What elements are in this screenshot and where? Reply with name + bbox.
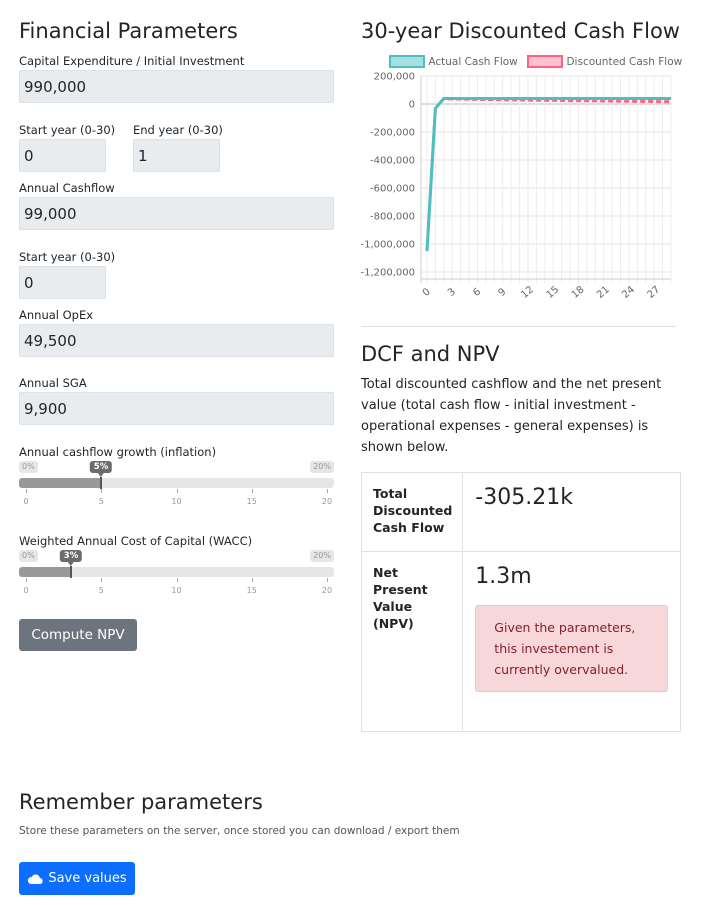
x-tick-label: 24 [620,284,637,301]
capex-end-year-input[interactable] [133,139,220,172]
cashflow-input[interactable] [19,197,334,230]
npv-value: 1.3m [475,564,532,589]
x-tick-label: 27 [645,284,662,301]
y-tick-label: 200,000 [374,72,415,83]
wacc-max-label: 20% [310,550,334,562]
dcf-chart: Actual Cash Flow Discounted Cash Flow 20… [361,52,682,314]
growth-slider-track[interactable] [19,477,334,489]
growth-min-label: 0% [19,461,38,473]
growth-grid-label: 15 [246,497,257,506]
growth-grid-label: 0 [23,497,29,506]
capex-start-year-input[interactable] [19,139,106,172]
x-tick-label: 0 [421,286,433,299]
chart-title: 30-year Discounted Cash Flow [361,19,680,43]
wacc-min-label: 0% [19,550,38,562]
chart-plot: 200,000 0 -200,000 -400,000 -600,000 -800,000… [361,72,672,301]
y-tick-label: -600,000 [370,184,415,195]
overvalued-alert: Given the parameters, this investement i… [475,605,669,692]
y-tick-label: -400,000 [370,156,415,167]
cashflow-start-label: Start year (0-30) [19,250,116,264]
capex-label: Capital Expenditure / Initial Investment [19,54,245,68]
growth-slider[interactable]: 0% 20% 5% 0 5 10 15 20 [19,461,334,521]
section-divider [361,326,676,327]
compute-npv-button[interactable]: Compute NPV [19,619,137,651]
save-values-label: Save values [48,871,127,886]
wacc-grid-label: 15 [246,586,257,595]
results-table: Total Discounted Cash Flow -305.21k Net … [360,472,682,732]
x-tick-label: 18 [570,284,587,301]
save-values-button[interactable]: Save values [19,862,135,895]
wacc-grid-label: 0 [23,586,29,595]
y-tick-label: -1,000,000 [361,240,415,251]
growth-max-label: 20% [310,461,334,473]
series-line-actual [425,97,671,252]
npv-label: Net Present Value (NPV) [360,551,464,732]
y-tick-label: -1,200,000 [361,268,415,279]
x-tick-label: 9 [496,286,508,299]
growth-label: Annual cashflow growth (inflation) [19,445,217,459]
growth-grid-mark [26,489,27,493]
table-row-npv: Net Present Value (NPV) 1.3m Given the p… [360,551,682,732]
wacc-grid-mark [251,578,253,582]
wacc-slider-handle[interactable] [70,566,72,578]
chart-legend: Actual Cash Flow Discounted Cash Flow [389,55,682,68]
wacc-grid-label: 10 [171,586,182,595]
dcf-npv-description: Total discounted cashflow and the net pr… [361,377,662,455]
cashflow-start-year-input[interactable] [19,266,106,299]
growth-grid-mark [176,489,178,493]
y-tick-label: 0 [409,100,415,111]
legend-label-actual: Actual Cash Flow [428,55,518,68]
growth-grid-mark [327,489,328,493]
wacc-grid-mark [101,578,103,582]
wacc-slider-bar [19,567,71,577]
wacc-slider[interactable]: 0% 20% 3% 0 5 10 15 20 [19,550,334,610]
x-tick-label: 12 [519,284,536,301]
x-tick-label: 15 [544,284,561,301]
cashflow-label: Annual Cashflow [19,181,115,195]
wacc-grid-label: 20 [321,586,333,595]
growth-value-label: 5% [89,461,113,477]
growth-grid-label: 5 [98,497,104,506]
growth-slider-handle[interactable] [100,477,102,489]
series-line-discounted [425,97,671,252]
wacc-slider-track[interactable] [19,566,334,578]
npv-cell: 1.3m Given the parameters, this investem… [462,551,682,732]
legend-item-discounted[interactable]: Discounted Cash Flow [527,55,683,68]
sga-label: Annual SGA [19,376,87,390]
growth-grid-label: 10 [171,497,182,506]
remember-title: Remember parameters [19,790,263,814]
legend-label-discounted: Discounted Cash Flow [566,55,683,68]
growth-grid-mark [101,489,103,493]
wacc-label: Weighted Annual Cost of Capital (WACC) [19,534,253,548]
capex-end-label: End year (0-30) [133,123,223,137]
wacc-grid-mark [327,578,328,582]
x-tick-label: 6 [471,286,483,299]
dcf-npv-title: DCF and NPV [361,342,500,366]
dcf-label: Total Discounted Cash Flow [360,472,464,552]
table-row-dcf: Total Discounted Cash Flow -305.21k [360,472,682,552]
growth-grid-mark [251,489,253,493]
growth-slider-bar [19,478,101,488]
legend-item-actual[interactable]: Actual Cash Flow [389,55,521,68]
financial-parameters-title: Financial Parameters [19,19,238,43]
capex-start-label: Start year (0-30) [19,123,116,137]
wacc-grid-mark [176,578,178,582]
x-tick-label: 21 [595,284,612,301]
opex-label: Annual OpEx [19,308,94,322]
cloud-icon [28,873,43,884]
wacc-value-label: 3% [59,550,83,566]
remember-subtitle: Store these parameters on the server, on… [19,825,460,837]
x-tick-label: 3 [446,286,458,299]
y-tick-label: -200,000 [370,128,415,139]
wacc-grid-mark [26,578,27,582]
sga-input[interactable] [19,392,334,425]
y-tick-label: -800,000 [370,212,415,223]
growth-grid-label: 20 [321,497,333,506]
capex-input[interactable] [19,70,334,103]
opex-input[interactable] [19,324,334,357]
wacc-grid-label: 5 [98,586,104,595]
dcf-value: -305.21k [462,472,682,552]
legend-swatch-actual [389,55,425,68]
legend-swatch-discounted [527,55,564,68]
